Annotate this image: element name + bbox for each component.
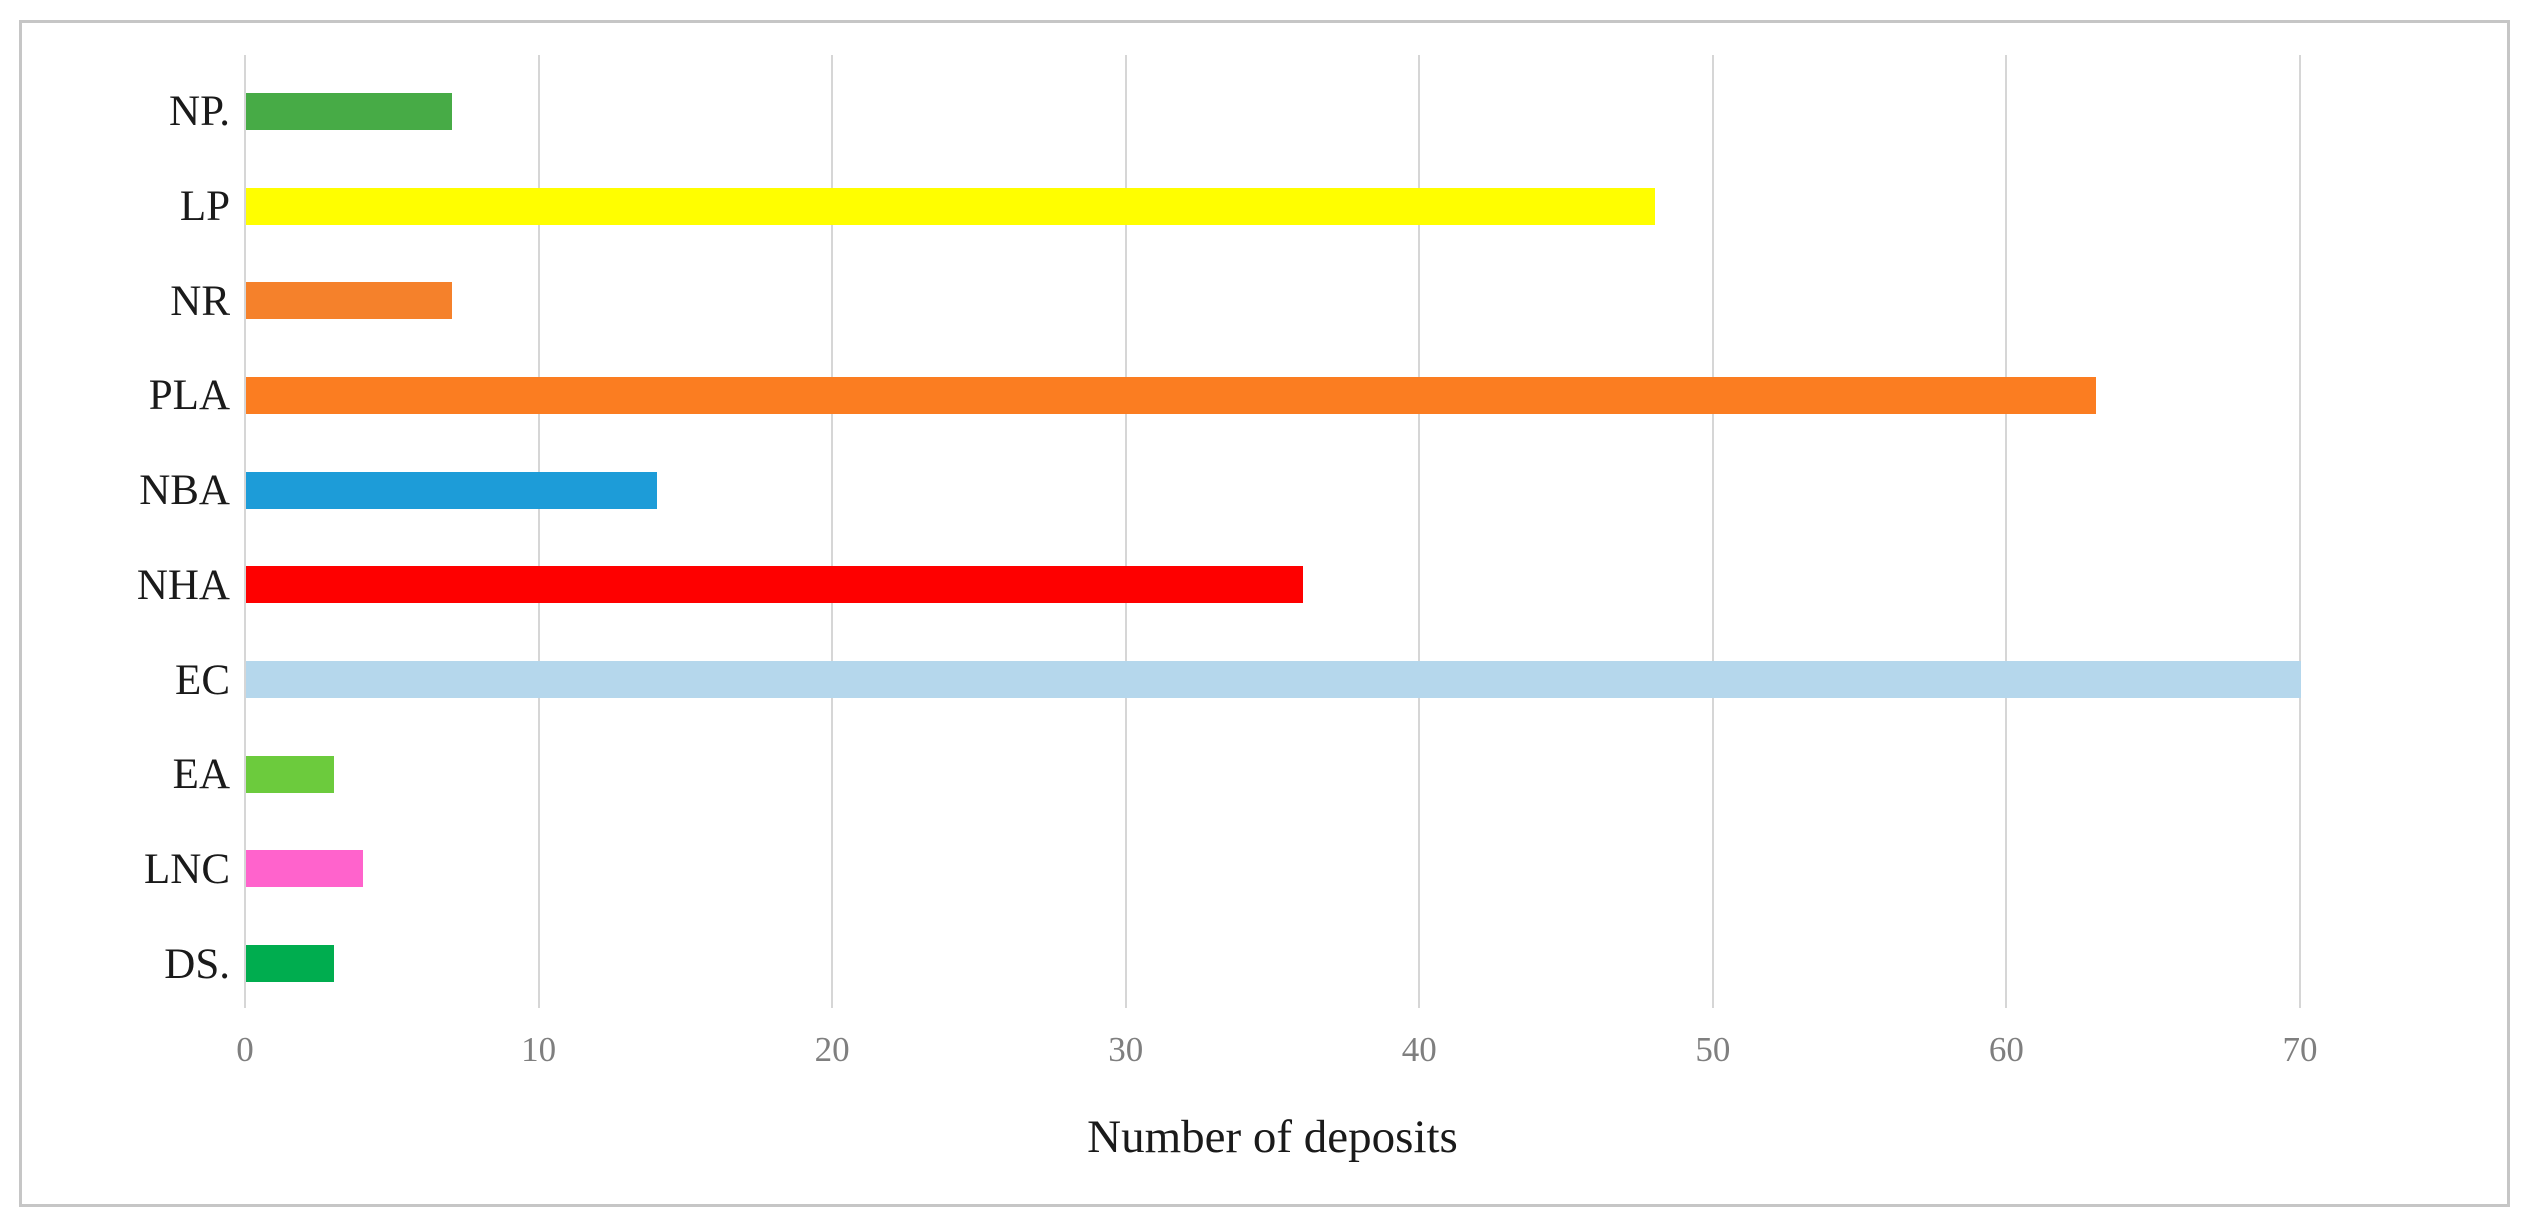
bar-ds [246,945,335,983]
gridline-20 [831,55,834,1008]
gridline-40 [1418,55,1421,1008]
gridline-0 [244,55,246,1008]
bar-lnc [246,850,364,888]
bar-ec [246,661,2301,699]
x-tick-label-10: 10 [521,1030,557,1069]
x-tick-label-50: 50 [1695,1030,1731,1069]
category-label-nr: NR [170,277,230,325]
category-label-lnc: LNC [144,845,230,893]
bar-nha [246,566,1303,604]
category-label-ds: DS. [164,940,230,988]
gridline-50 [1711,55,1714,1008]
bar-nba [246,471,657,509]
x-axis-title: Number of deposits [1087,1111,1458,1163]
bar-np [246,92,452,130]
bar-pla [246,376,2096,414]
gridline-30 [1124,55,1127,1008]
category-label-pla: PLA [148,372,230,420]
gridline-60 [2005,55,2008,1008]
gridline-10 [537,55,540,1008]
x-tick-label-70: 70 [2282,1030,2318,1069]
bar-ea [246,755,335,793]
category-label-nba: NBA [139,467,230,515]
bar-nr [246,282,452,320]
category-label-ec: EC [175,656,230,704]
x-tick-label-20: 20 [814,1030,850,1069]
x-tick-label-60: 60 [1988,1030,2024,1069]
gridline-70 [2299,55,2301,1008]
x-tick-label-30: 30 [1108,1030,1144,1069]
category-label-nha: NHA [136,561,230,609]
bar-lp [246,187,1656,225]
category-label-np: NP. [169,88,230,136]
category-label-ea: EA [172,751,230,799]
category-label-lp: LP [179,183,230,231]
x-tick-label-0: 0 [236,1030,254,1069]
x-tick-label-40: 40 [1401,1030,1437,1069]
